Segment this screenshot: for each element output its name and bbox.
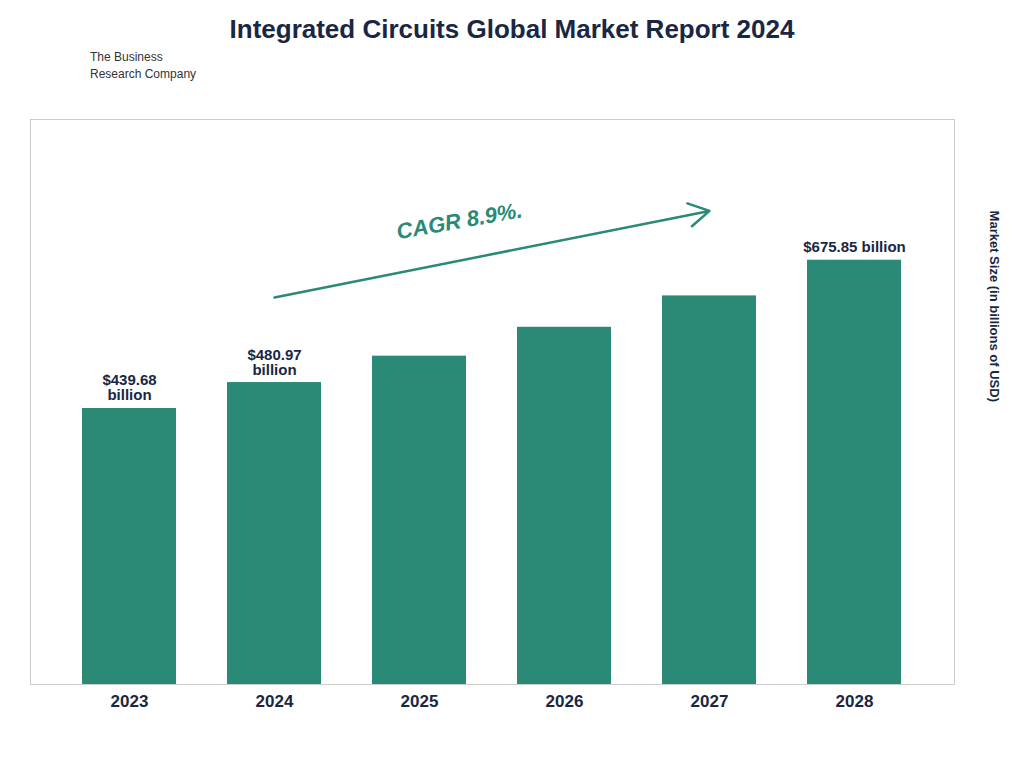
svg-text:2025: 2025 xyxy=(401,692,439,711)
svg-text:2023: 2023 xyxy=(111,692,149,711)
svg-text:CAGR 8.9%.: CAGR 8.9%. xyxy=(395,197,525,244)
svg-text:2027: 2027 xyxy=(691,692,729,711)
svg-text:$439.68billion: $439.68billion xyxy=(102,371,156,403)
html-text:Integrated Circuits Global Mar: Integrated Circuits Global Market Report… xyxy=(229,14,795,44)
svg-text:2026: 2026 xyxy=(546,692,584,711)
svg-text:$480.97billion: $480.97billion xyxy=(247,346,301,378)
svg-text:2028: 2028 xyxy=(836,692,874,711)
svg-text:2024: 2024 xyxy=(256,692,294,711)
html-text:The Business Research Company: The Business Research Company xyxy=(90,50,197,81)
svg-text:Market Size (in billions of US: Market Size (in billions of USD) xyxy=(987,211,1002,402)
svg-text:$675.85 billion: $675.85 billion xyxy=(803,238,906,255)
